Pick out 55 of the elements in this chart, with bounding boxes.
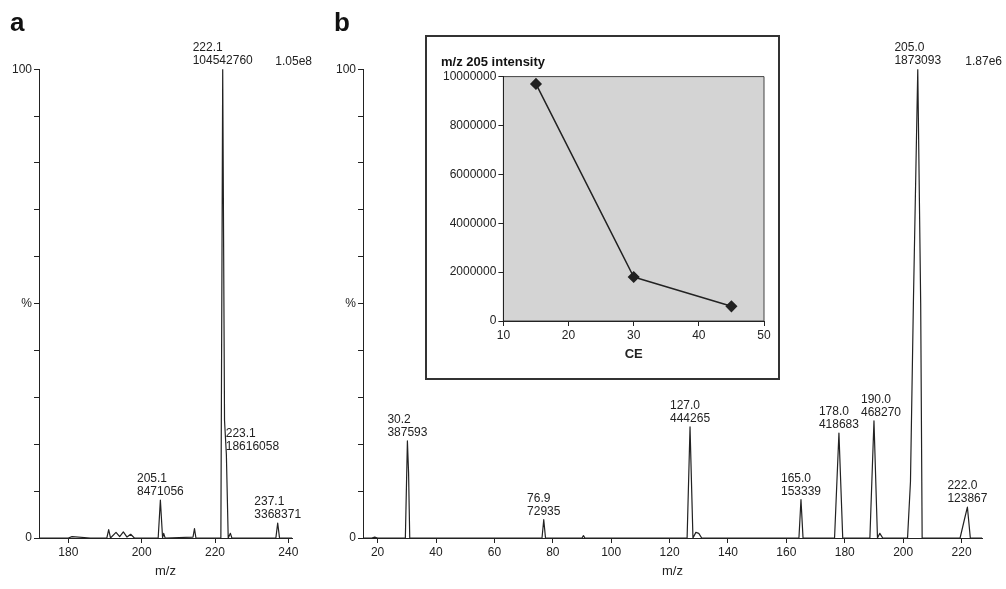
x-tick-label: 220 bbox=[204, 544, 226, 559]
annotation: 76.9 72935 bbox=[527, 490, 561, 518]
annotation: 222.1 104542760 bbox=[192, 40, 254, 68]
x-axis-title: m/z bbox=[155, 562, 176, 578]
y-tick-label: 10000000 bbox=[443, 68, 497, 83]
x-tick-label: 200 bbox=[893, 544, 914, 559]
annotation: 222.0 123867 bbox=[947, 478, 988, 506]
annotation: 237.1 3368371 bbox=[254, 494, 302, 521]
x-tick-label: 220 bbox=[951, 544, 972, 559]
x-tick-label: 140 bbox=[717, 544, 739, 559]
x-tick-label: 20 bbox=[561, 327, 576, 342]
x-tick-label: 40 bbox=[692, 327, 706, 342]
y-tick-label: 2000000 bbox=[449, 264, 497, 279]
x-tick-label: 20 bbox=[370, 544, 385, 559]
y-tick-label: 100 bbox=[335, 61, 357, 76]
x-tick-label: 10 bbox=[496, 327, 511, 342]
text: 1.87e6 bbox=[965, 54, 1003, 69]
annotation: 190.0 468270 bbox=[860, 391, 902, 419]
annotation: 205.1 8471056 bbox=[137, 471, 185, 499]
x-tick-label: 120 bbox=[659, 544, 680, 559]
annotation: 127.0 444265 bbox=[670, 397, 711, 425]
point bbox=[627, 271, 640, 283]
y-tick-label: 0 bbox=[349, 530, 357, 545]
annotation: 165.0 153339 bbox=[780, 470, 822, 498]
point bbox=[725, 300, 738, 313]
y-tick-label: 0 bbox=[25, 530, 33, 545]
y-tick-label: 0 bbox=[489, 313, 497, 328]
x-tick-label: 100 bbox=[601, 544, 622, 559]
text: 1.05e8 bbox=[275, 54, 313, 69]
annotation: 205.0 1873093 bbox=[894, 40, 942, 68]
annotation: 30.2 387593 bbox=[387, 411, 428, 439]
x-tick-label: 30 bbox=[627, 327, 641, 342]
x-tick-label: 180 bbox=[58, 544, 79, 559]
chart-title: b bbox=[334, 6, 350, 37]
y-tick-label: 6000000 bbox=[449, 166, 497, 181]
y-tick-label: 100 bbox=[11, 61, 33, 76]
chart-title: a bbox=[10, 6, 25, 37]
y-tick-label: 4000000 bbox=[449, 215, 497, 230]
x-axis-title: CE bbox=[624, 345, 644, 361]
y-tick-label: 8000000 bbox=[449, 117, 497, 132]
annotation: 223.1 18616058 bbox=[225, 425, 280, 453]
y-tick-label: % bbox=[21, 295, 33, 310]
x-tick-label: 160 bbox=[776, 544, 797, 559]
y-tick-label: % bbox=[345, 295, 357, 310]
x-tick-label: 60 bbox=[487, 544, 502, 559]
x-tick-label: 180 bbox=[834, 544, 856, 559]
point bbox=[530, 78, 542, 90]
x-axis-title: m/z bbox=[662, 562, 683, 578]
x-tick-label: 50 bbox=[757, 327, 771, 342]
x-tick-label: 200 bbox=[131, 544, 153, 559]
x-tick-label: 80 bbox=[546, 544, 560, 559]
x-tick-label: 40 bbox=[429, 544, 444, 559]
chart-title: m/z 205 intensity bbox=[441, 54, 546, 70]
annotation: 178.0 418683 bbox=[818, 403, 860, 431]
x-tick-label: 240 bbox=[278, 544, 299, 559]
